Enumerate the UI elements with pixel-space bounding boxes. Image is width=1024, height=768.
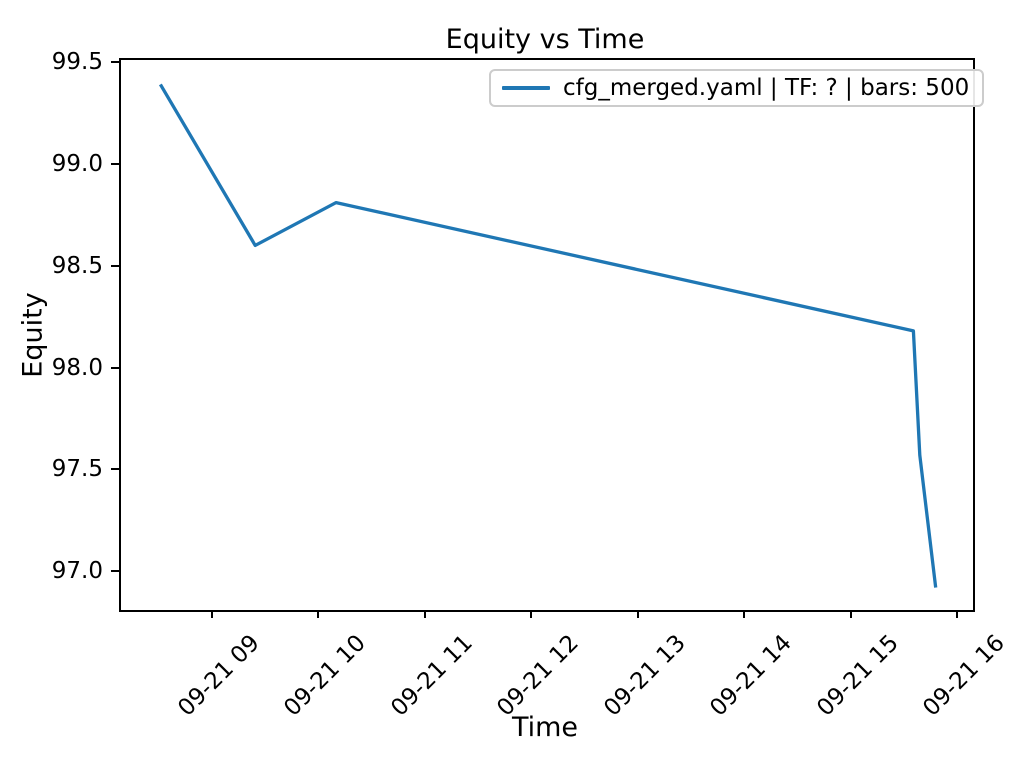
- y-tick-mark: [111, 163, 119, 165]
- chart-title: Equity vs Time: [445, 24, 645, 55]
- x-tick-mark: [637, 610, 639, 618]
- x-tick-mark: [850, 610, 852, 618]
- x-tick-label: 09-21 09: [172, 630, 265, 722]
- y-tick-mark: [111, 265, 119, 267]
- legend-line-sample-icon: [502, 86, 550, 90]
- y-tick-mark: [111, 468, 119, 470]
- x-axis-label: Time: [511, 712, 579, 743]
- x-tick-mark: [317, 610, 319, 618]
- x-tick-label: 09-21 13: [598, 630, 691, 722]
- legend-label: cfg_merged.yaml | TF: ? | bars: 500: [563, 75, 970, 101]
- x-tick-label: 09-21 14: [704, 630, 797, 722]
- x-tick-mark: [743, 610, 745, 618]
- y-tick-label: 98.5: [51, 253, 103, 279]
- y-tick-label: 99.0: [51, 151, 103, 177]
- x-tick-label: 09-21 15: [811, 630, 904, 722]
- x-tick-label: 09-21 11: [385, 630, 478, 722]
- y-tick-mark: [111, 61, 119, 63]
- x-tick-mark: [211, 610, 213, 618]
- y-tick-mark: [111, 570, 119, 572]
- y-axis-label: Equity: [17, 292, 49, 378]
- y-tick-label: 98.0: [51, 355, 103, 381]
- y-tick-label: 97.0: [51, 558, 103, 584]
- y-tick-label: 99.5: [51, 49, 103, 75]
- x-tick-label: 09-21 10: [278, 630, 371, 722]
- equity-line-svg: [158, 83, 938, 588]
- y-tick-mark: [111, 367, 119, 369]
- y-tick-label: 97.5: [51, 456, 103, 482]
- plot-area: [119, 58, 975, 612]
- equity-line-series: [158, 83, 938, 588]
- x-tick-label: 09-21 12: [491, 630, 584, 722]
- x-tick-mark: [424, 610, 426, 618]
- legend: cfg_merged.yaml | TF: ? | bars: 500: [489, 69, 985, 107]
- x-tick-mark: [956, 610, 958, 618]
- x-tick-label: 09-21 16: [917, 630, 1010, 722]
- x-tick-mark: [530, 610, 532, 618]
